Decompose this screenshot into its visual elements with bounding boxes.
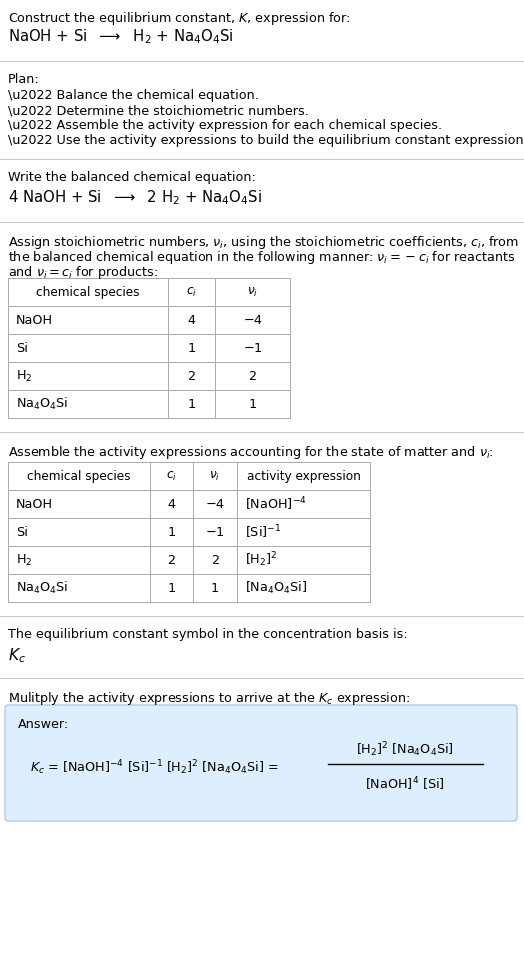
Text: Assemble the activity expressions accounting for the state of matter and $\nu_i$: Assemble the activity expressions accoun…	[8, 444, 494, 461]
Text: $K_c$: $K_c$	[8, 646, 26, 665]
Text: $-1$: $-1$	[243, 342, 263, 354]
Text: 1: 1	[248, 397, 257, 411]
Text: Construct the equilibrium constant, $K$, expression for:: Construct the equilibrium constant, $K$,…	[8, 10, 351, 27]
Text: [H$_2$]$^2$ [Na$_4$O$_4$Si]: [H$_2$]$^2$ [Na$_4$O$_4$Si]	[356, 741, 454, 759]
Text: the balanced chemical equation in the following manner: $\nu_i = -c_i$ for react: the balanced chemical equation in the fo…	[8, 249, 516, 266]
Text: \u2022 Balance the chemical equation.: \u2022 Balance the chemical equation.	[8, 89, 259, 102]
Text: \u2022 Use the activity expressions to build the equilibrium constant expression: \u2022 Use the activity expressions to b…	[8, 134, 524, 147]
Text: $\nu_i$: $\nu_i$	[210, 470, 221, 482]
Text: 4: 4	[168, 498, 176, 511]
Text: NaOH + Si  $\longrightarrow$  H$_2$ + Na$_4$O$_4$Si: NaOH + Si $\longrightarrow$ H$_2$ + Na$_…	[8, 27, 234, 46]
Text: 2: 2	[211, 554, 219, 566]
Text: NaOH: NaOH	[16, 313, 53, 327]
Text: chemical species: chemical species	[36, 286, 140, 299]
Text: 1: 1	[168, 525, 176, 539]
Text: 2: 2	[188, 370, 195, 383]
Text: 1: 1	[188, 342, 195, 354]
Text: [NaOH]$^4$ [Si]: [NaOH]$^4$ [Si]	[365, 775, 445, 793]
Text: $-4$: $-4$	[205, 498, 225, 511]
Text: [Na$_4$O$_4$Si]: [Na$_4$O$_4$Si]	[245, 580, 307, 596]
Text: Answer:: Answer:	[18, 718, 69, 731]
Text: Write the balanced chemical equation:: Write the balanced chemical equation:	[8, 171, 256, 184]
Text: 2: 2	[168, 554, 176, 566]
Text: [Si]$^{-1}$: [Si]$^{-1}$	[245, 523, 281, 541]
Text: 4: 4	[188, 313, 195, 327]
Text: 1: 1	[168, 582, 176, 595]
Text: [NaOH]$^{-4}$: [NaOH]$^{-4}$	[245, 496, 307, 513]
FancyBboxPatch shape	[5, 705, 517, 821]
Text: Na$_4$O$_4$Si: Na$_4$O$_4$Si	[16, 396, 68, 412]
Text: Na$_4$O$_4$Si: Na$_4$O$_4$Si	[16, 580, 68, 596]
Text: \u2022 Determine the stoichiometric numbers.: \u2022 Determine the stoichiometric numb…	[8, 104, 309, 117]
Text: activity expression: activity expression	[247, 470, 361, 482]
Text: The equilibrium constant symbol in the concentration basis is:: The equilibrium constant symbol in the c…	[8, 628, 408, 641]
Text: and $\nu_i = c_i$ for products:: and $\nu_i = c_i$ for products:	[8, 264, 158, 281]
Text: 1: 1	[211, 582, 219, 595]
Text: $c_i$: $c_i$	[186, 286, 197, 299]
Text: Assign stoichiometric numbers, $\nu_i$, using the stoichiometric coefficients, $: Assign stoichiometric numbers, $\nu_i$, …	[8, 234, 519, 251]
Text: $\nu_i$: $\nu_i$	[247, 286, 258, 299]
Text: H$_2$: H$_2$	[16, 369, 32, 384]
Text: \u2022 Assemble the activity expression for each chemical species.: \u2022 Assemble the activity expression …	[8, 119, 442, 132]
Text: Plan:: Plan:	[8, 73, 40, 86]
Text: 1: 1	[188, 397, 195, 411]
Text: Si: Si	[16, 342, 28, 354]
Text: NaOH: NaOH	[16, 498, 53, 511]
Text: [H$_2$]$^2$: [H$_2$]$^2$	[245, 551, 277, 569]
Text: $c_i$: $c_i$	[166, 470, 177, 482]
Text: $K_c$ = [NaOH]$^{-4}$ [Si]$^{-1}$ [H$_2$]$^2$ [Na$_4$O$_4$Si] =: $K_c$ = [NaOH]$^{-4}$ [Si]$^{-1}$ [H$_2$…	[30, 758, 278, 777]
Text: H$_2$: H$_2$	[16, 552, 32, 567]
Text: $-1$: $-1$	[205, 525, 225, 539]
Text: chemical species: chemical species	[27, 470, 131, 482]
Text: Mulitply the activity expressions to arrive at the $K_c$ expression:: Mulitply the activity expressions to arr…	[8, 690, 410, 707]
Text: $-4$: $-4$	[243, 313, 263, 327]
Text: Si: Si	[16, 525, 28, 539]
Text: 2: 2	[248, 370, 257, 383]
Text: 4 NaOH + Si  $\longrightarrow$  2 H$_2$ + Na$_4$O$_4$Si: 4 NaOH + Si $\longrightarrow$ 2 H$_2$ + …	[8, 188, 262, 206]
